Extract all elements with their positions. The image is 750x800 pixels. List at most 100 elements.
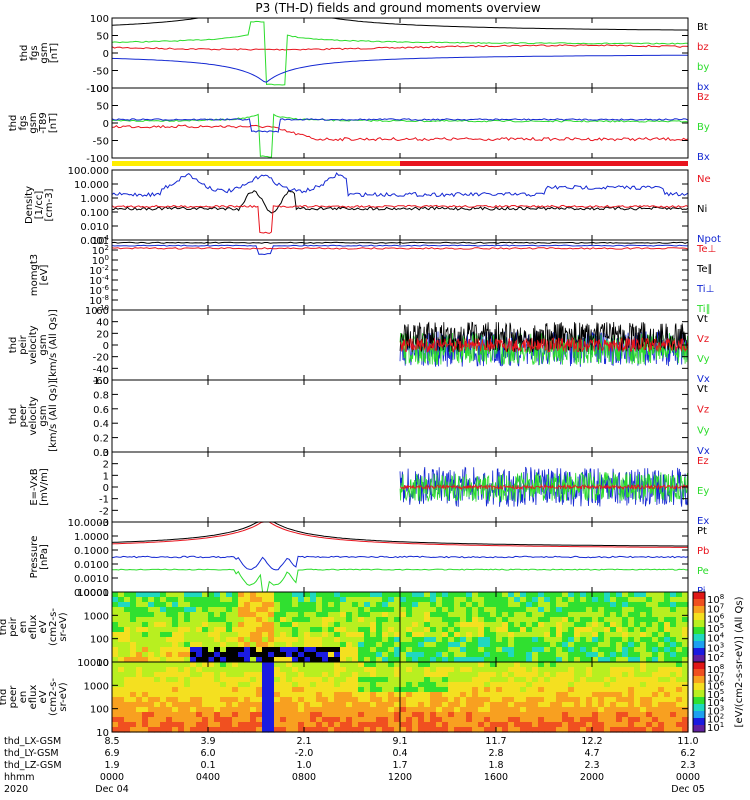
spectrogram-cell	[286, 597, 293, 603]
y-tick-label: -100	[86, 84, 109, 95]
spectrogram-cell	[238, 622, 245, 628]
spectrogram-cell	[412, 632, 419, 638]
spectrogram-cell	[364, 707, 371, 713]
spectrogram-cell	[268, 632, 275, 638]
y-axis-label-line: momgt3	[29, 254, 40, 296]
spectrogram-cell	[142, 657, 149, 663]
spectrogram-cell	[550, 642, 557, 648]
spectrogram-cell	[208, 602, 215, 608]
colorbar-swatch	[693, 676, 705, 684]
spectrogram-cell	[328, 712, 335, 718]
spectrogram-cell	[634, 637, 641, 643]
spectrogram-cell	[574, 597, 581, 603]
spectrogram-cell	[634, 627, 641, 633]
spectrogram-cell	[646, 692, 653, 698]
spectrogram-cell	[358, 667, 365, 673]
spectrogram-cell	[340, 667, 347, 673]
spectrogram-cell	[514, 687, 521, 693]
spectrogram-cell	[370, 637, 377, 643]
spectrogram-cell	[514, 677, 521, 683]
spectrogram-cell	[298, 722, 305, 728]
colorbar-swatch	[693, 718, 705, 726]
spectrogram-cell	[598, 652, 605, 658]
spectrogram-cell	[136, 702, 143, 708]
spectrogram-cell	[316, 622, 323, 628]
spectrogram-cell	[604, 657, 611, 663]
spectrogram-cell	[310, 702, 317, 708]
spectrogram-cell	[178, 612, 185, 618]
spectrogram-cell	[508, 607, 515, 613]
spectrogram-cell	[682, 677, 689, 683]
spectrogram-cell	[352, 612, 359, 618]
spectrogram-cell	[148, 672, 155, 678]
spectrogram-cell	[238, 717, 245, 723]
series-line	[111, 555, 689, 571]
series-line	[111, 568, 688, 593]
spectrogram-cell	[160, 652, 167, 658]
spectrogram-cell	[244, 612, 251, 618]
spectrogram-cell	[478, 717, 485, 723]
spectrogram-cell	[598, 617, 605, 623]
spectrogram-cell	[544, 612, 551, 618]
spectrogram-cell	[520, 642, 527, 648]
y-axis-label-line: [1/cc]	[34, 191, 45, 220]
ephemeris-value: 2.8	[488, 748, 503, 759]
spectrogram-cell	[202, 677, 209, 683]
spectrogram-cell	[364, 717, 371, 723]
spectrogram-cell	[454, 697, 461, 703]
spectrogram-cell	[160, 717, 167, 723]
spectrogram-cell	[484, 677, 491, 683]
spectrogram-cell	[454, 662, 461, 668]
spectrogram-cell	[550, 727, 557, 733]
spectrogram-cell	[232, 722, 239, 728]
spectrogram-cell	[208, 622, 215, 628]
spectrogram-cell	[466, 632, 473, 638]
spectrogram-cell	[484, 597, 491, 603]
spectrogram-cell	[184, 622, 191, 628]
spectrogram-cell	[514, 637, 521, 643]
spectrogram-cell	[466, 697, 473, 703]
spectrogram-cell	[226, 712, 233, 718]
spectrogram-cell	[466, 647, 473, 653]
spectrogram-cell	[310, 692, 317, 698]
spectrogram-cell	[454, 667, 461, 673]
spectrogram-cell	[136, 682, 143, 688]
spectrogram-cell	[592, 632, 599, 638]
spectrogram-cell	[628, 677, 635, 683]
spectrogram-cell	[598, 637, 605, 643]
spectrogram-cell	[340, 677, 347, 683]
spectrogram-cell	[532, 717, 539, 723]
spectrogram-cell	[490, 697, 497, 703]
legend-label: Ti⊥	[696, 284, 714, 295]
spectrogram-cell	[574, 592, 581, 598]
spectrogram-cell	[604, 597, 611, 603]
spectrogram-cell	[292, 657, 299, 663]
spectrogram-cell	[676, 677, 683, 683]
y-tick-label: 100	[90, 635, 109, 646]
spectrogram-cell	[322, 712, 329, 718]
colorbar-tick-label: 108	[707, 593, 724, 606]
spectrogram-cell	[262, 702, 269, 708]
spectrogram-cell	[532, 597, 539, 603]
spectrogram-cell	[592, 647, 599, 653]
spectrogram-cell	[190, 672, 197, 678]
spectrogram-cell	[316, 657, 323, 663]
spectrogram-cell	[442, 682, 449, 688]
spectrogram-cell	[586, 697, 593, 703]
spectrogram-cell	[460, 637, 467, 643]
spectrogram-cell	[526, 612, 533, 618]
spectrogram-cell	[604, 607, 611, 613]
spectrogram-cell	[454, 617, 461, 623]
spectrogram-cell	[544, 627, 551, 633]
spectrogram-cell	[616, 642, 623, 648]
spectrogram-cell	[310, 727, 317, 733]
spectrogram-cell	[382, 612, 389, 618]
spectrogram-cell	[238, 722, 245, 728]
spectrogram-cell	[622, 642, 629, 648]
spectrogram-cell	[364, 657, 371, 663]
spectrogram-cell	[544, 667, 551, 673]
spectrogram-cell	[424, 702, 431, 708]
spectrogram-cell	[370, 607, 377, 613]
spectrogram-cell	[526, 722, 533, 728]
spectrogram-cell	[262, 637, 269, 643]
